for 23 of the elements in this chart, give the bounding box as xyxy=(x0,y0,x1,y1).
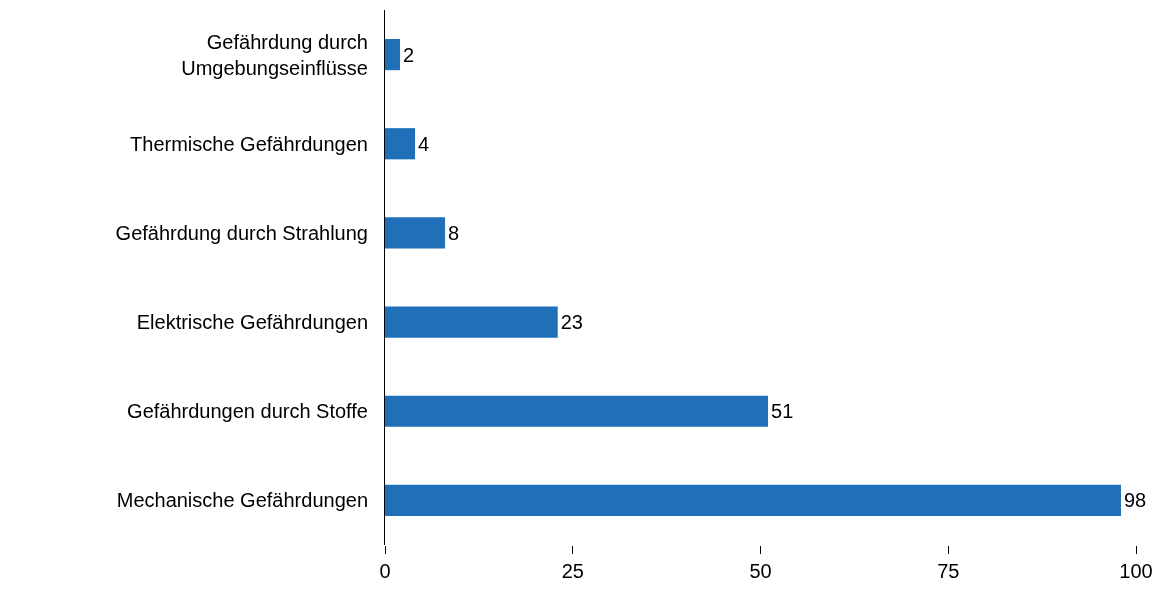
data-label: 4 xyxy=(418,132,430,155)
y-tick-label: Gefährdung durch Umgebungseinflüsse xyxy=(181,30,368,79)
data-label: 8 xyxy=(448,221,460,244)
x-tick-label: 0 xyxy=(379,560,391,582)
y-tick-label: Mechanische Gefährdungen xyxy=(116,489,368,512)
data-label: 98 xyxy=(1123,489,1147,512)
y-tick-label: Thermische Gefährdungen xyxy=(130,132,368,155)
x-tick-label: 100 xyxy=(1119,560,1153,582)
y-tick-label: Gefährdungen durch Stoffe xyxy=(127,400,368,423)
y-tick-label: Elektrische Gefährdungen xyxy=(136,311,368,334)
bar xyxy=(385,395,769,427)
bar xyxy=(385,306,558,338)
x-tick-label: 25 xyxy=(561,560,584,582)
y-tick-label: Gefährdung durch Strahlung xyxy=(115,221,368,244)
bar xyxy=(385,484,1121,517)
x-tick-label: 50 xyxy=(749,560,772,582)
bar xyxy=(385,128,416,160)
x-tick-label: 75 xyxy=(937,560,960,582)
bar xyxy=(385,38,401,71)
data-label: 23 xyxy=(560,311,583,334)
data-label: 2 xyxy=(403,43,415,66)
data-label: 51 xyxy=(771,400,794,423)
bar xyxy=(385,217,446,249)
